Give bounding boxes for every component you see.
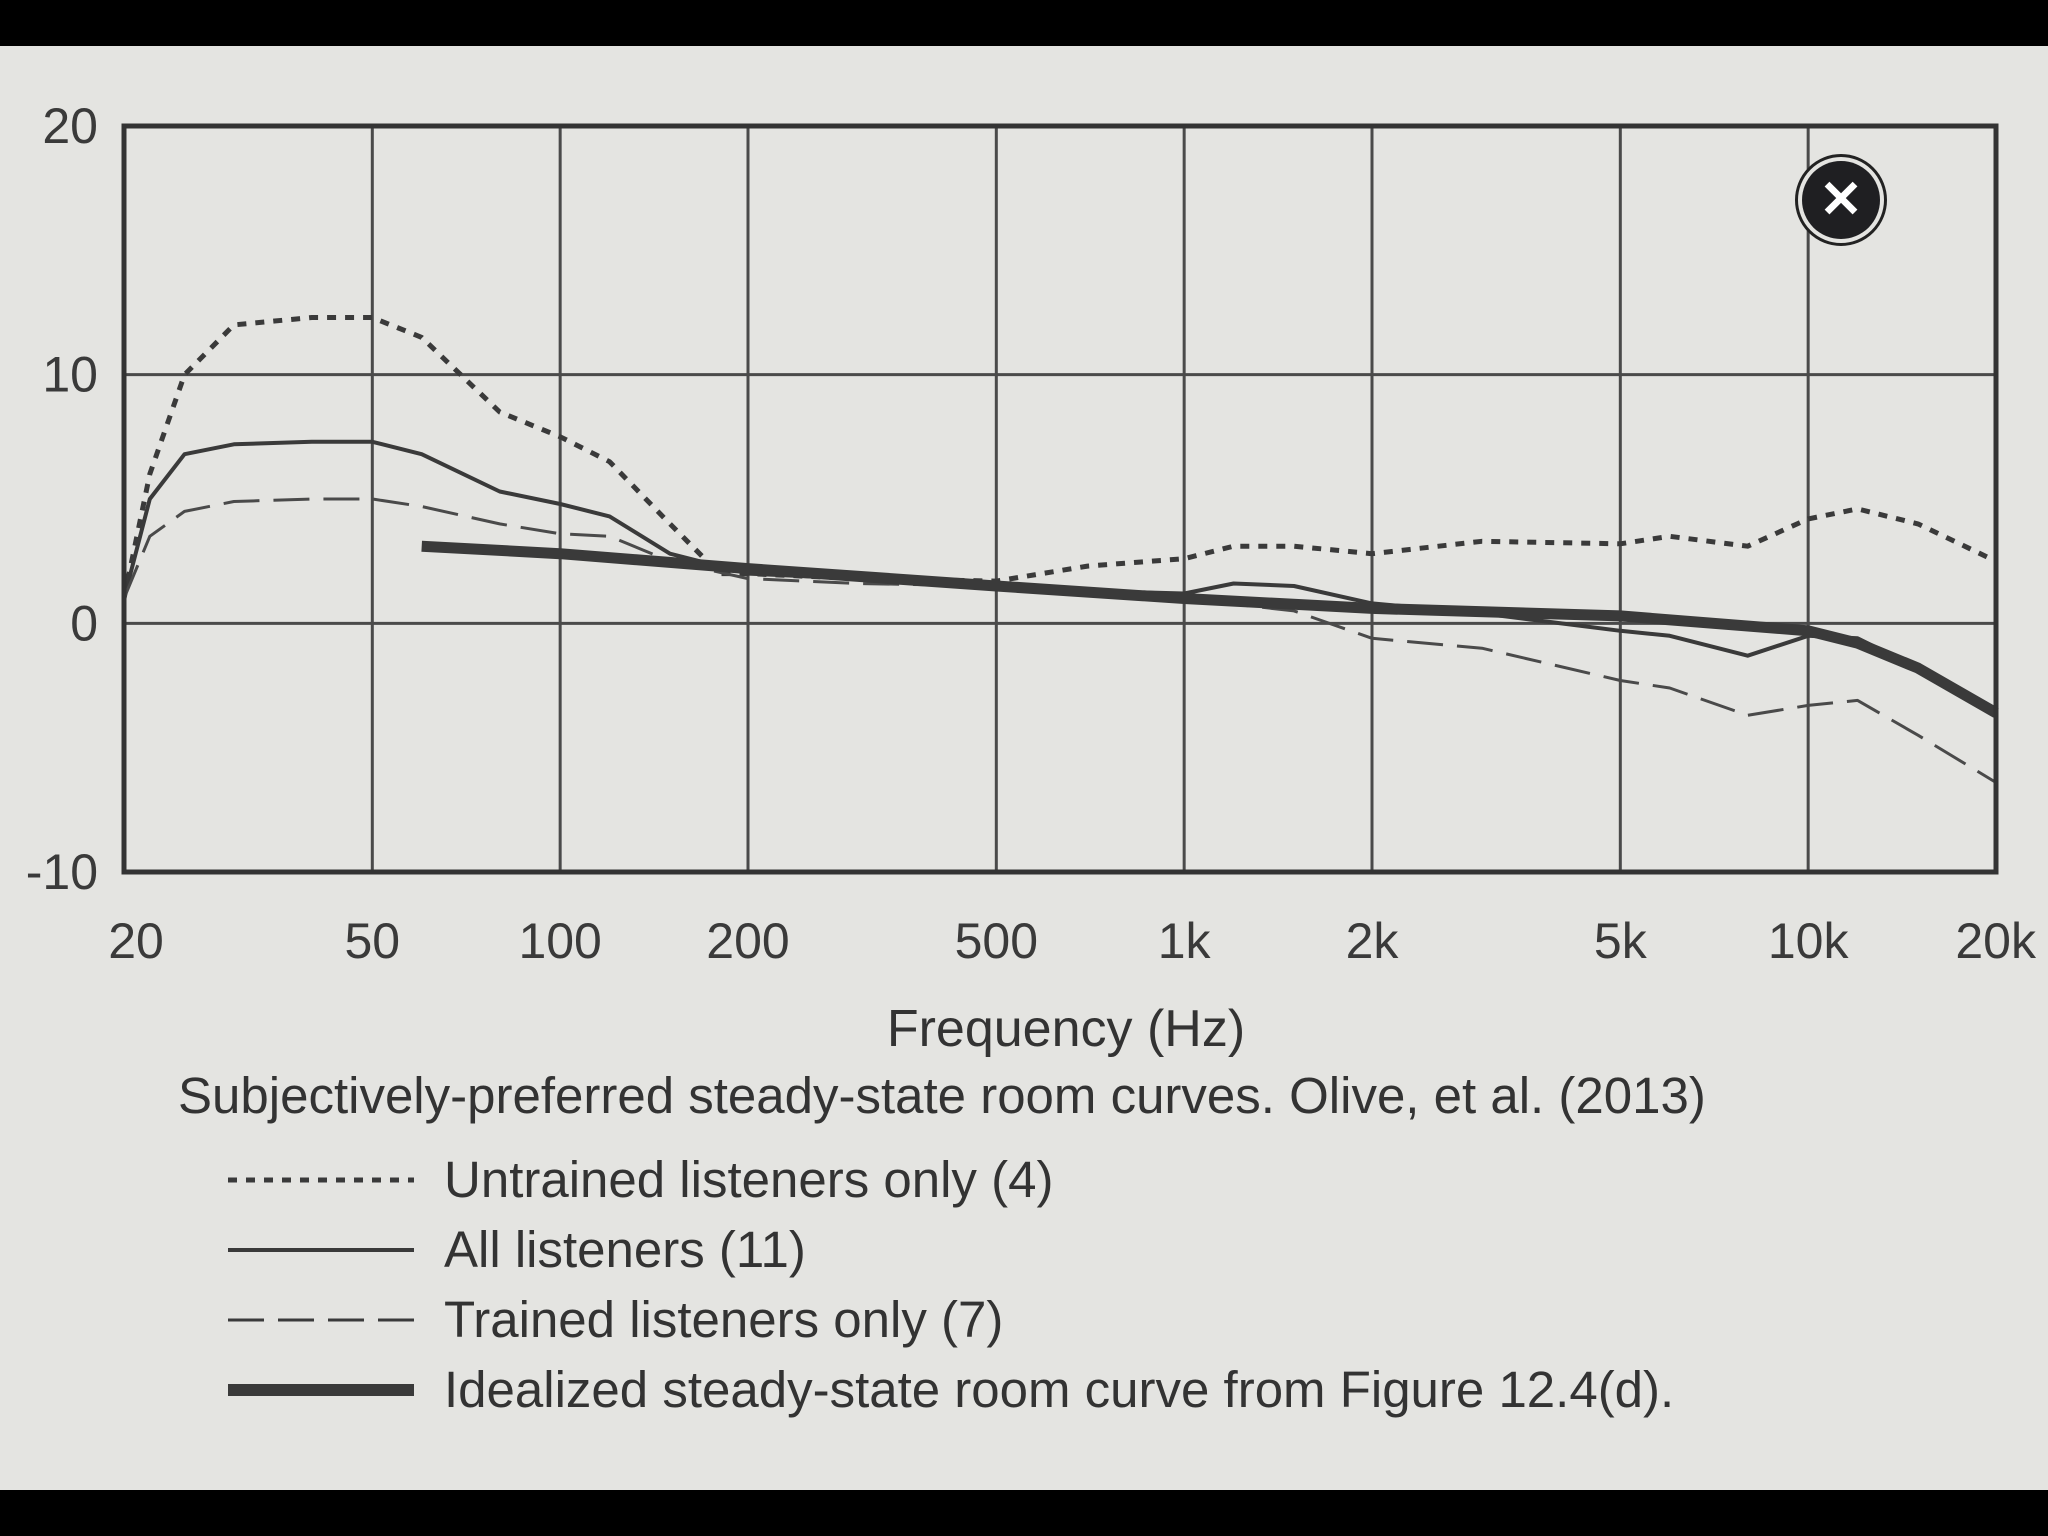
legend-label: Idealized steady-state room curve from F…: [444, 1361, 1675, 1418]
x-tick-label: 5k: [1594, 913, 1648, 969]
legend-label: All listeners (11): [444, 1221, 806, 1278]
x-tick-label: 200: [706, 913, 789, 969]
legend-item: Untrained listeners only (4): [228, 1146, 1928, 1216]
close-button[interactable]: ✕: [1795, 154, 1887, 246]
legend-label: Trained listeners only (7): [444, 1291, 1004, 1348]
x-tick-label: 100: [518, 913, 601, 969]
legend-swatch-dashed: [228, 1318, 414, 1322]
y-tick-label: -10: [26, 844, 98, 900]
legend-label: Untrained listeners only (4): [444, 1151, 1054, 1208]
legend-item: Trained listeners only (7): [228, 1286, 1928, 1356]
legend-item: All listeners (11): [228, 1216, 1928, 1286]
x-tick-label: 500: [955, 913, 1038, 969]
legend-swatch-solid: [228, 1248, 414, 1252]
x-tick-label: 1k: [1158, 913, 1212, 969]
x-axis-label: Frequency (Hz): [887, 1000, 1245, 1058]
close-icon: ✕: [1802, 161, 1880, 239]
y-tick-label: 0: [70, 595, 98, 651]
legend: Untrained listeners only (4) All listener…: [228, 1146, 1928, 1426]
y-tick-label: 10: [42, 347, 98, 403]
x-tick-label: 20: [108, 913, 164, 969]
room-curve-chart: -10 0 10 20 20 50 100 200 500 1k 2k 5k 10k 20k Frequen…: [26, 98, 2037, 1058]
x-tick-label: 50: [345, 913, 401, 969]
series-line-4: [421, 540, 1999, 718]
figure-page: -10 0 10 20 20 50 100 200 500 1k 2k 5k 10k 20k Frequen…: [0, 46, 2048, 1490]
x-tick-label: 20k: [1955, 913, 2037, 969]
plot-border: [121, 123, 1999, 875]
legend-swatch-thick: [228, 1384, 414, 1396]
y-tick-label: 20: [42, 98, 98, 154]
legend-swatch-dotted: [228, 1177, 414, 1183]
plot-area: [124, 126, 1996, 872]
legend-item: Idealized steady-state room curve from F…: [228, 1356, 1928, 1426]
x-tick-label: 2k: [1346, 913, 1400, 969]
x-tick-label: 10k: [1768, 913, 1850, 969]
figure-caption: Subjectively-preferred steady-state room…: [178, 1067, 1706, 1124]
